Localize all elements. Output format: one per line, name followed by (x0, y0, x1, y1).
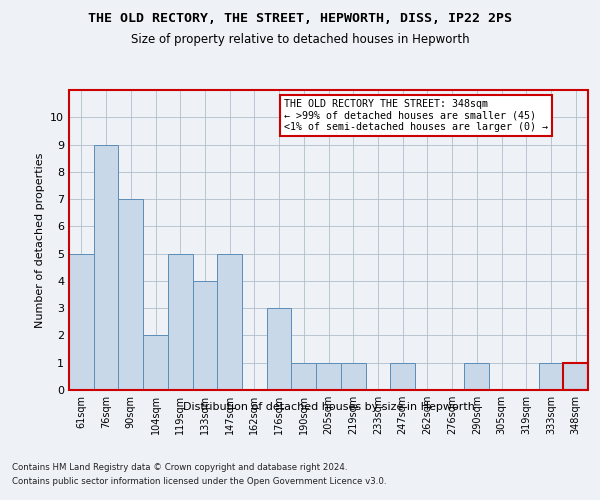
Bar (94, 144, 118, 390)
Text: Contains HM Land Registry data © Crown copyright and database right 2024.: Contains HM Land Registry data © Crown c… (12, 462, 347, 471)
Bar (193, 281, 217, 390)
Text: THE OLD RECTORY, THE STREET, HEPWORTH, DISS, IP22 2PS: THE OLD RECTORY, THE STREET, HEPWORTH, D… (88, 12, 512, 26)
Text: THE OLD RECTORY THE STREET: 348sqm
← >99% of detached houses are smaller (45)
<1: THE OLD RECTORY THE STREET: 348sqm ← >99… (284, 99, 548, 132)
Bar (316, 362, 341, 390)
Bar (168, 254, 193, 390)
Bar (292, 362, 316, 390)
Bar (563, 362, 588, 390)
Y-axis label: Number of detached properties: Number of detached properties (35, 152, 44, 328)
Bar (217, 254, 242, 390)
Bar (69, 254, 94, 390)
Text: Distribution of detached houses by size in Hepworth: Distribution of detached houses by size … (183, 402, 475, 412)
Bar (267, 308, 292, 390)
Bar (341, 362, 365, 390)
Text: Contains public sector information licensed under the Open Government Licence v3: Contains public sector information licen… (12, 478, 386, 486)
Bar (118, 199, 143, 390)
Bar (390, 362, 415, 390)
Bar (464, 362, 489, 390)
Text: Size of property relative to detached houses in Hepworth: Size of property relative to detached ho… (131, 32, 469, 46)
Bar (143, 336, 168, 390)
Bar (539, 362, 563, 390)
